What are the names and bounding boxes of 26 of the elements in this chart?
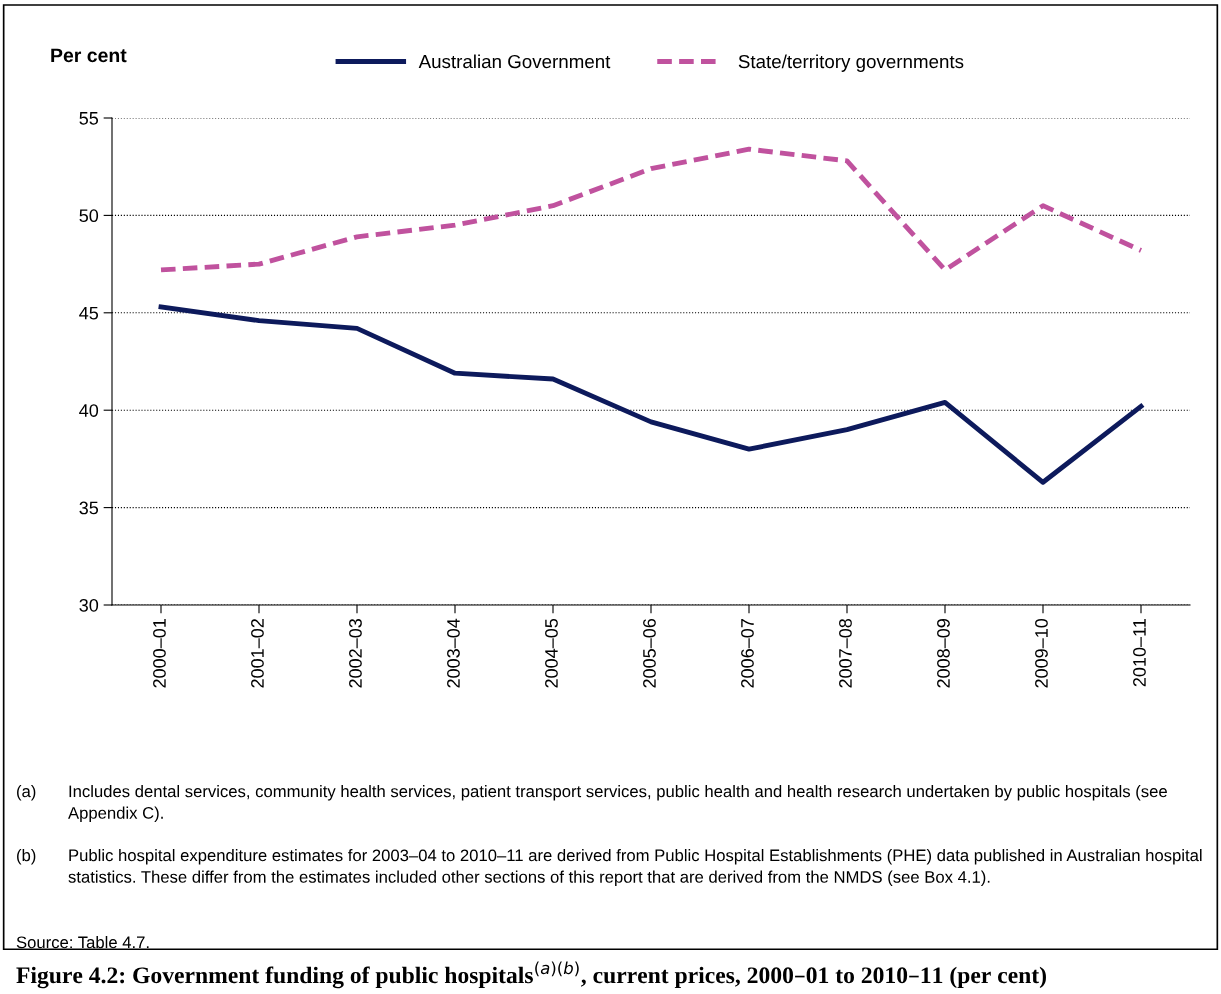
x-tick-label: 2003–04	[447, 618, 460, 688]
y-axis-title: Per cent	[51, 48, 127, 63]
line-series	[158, 304, 1144, 485]
line-series	[158, 146, 1144, 273]
x-tick-label: 2008–09	[937, 619, 950, 688]
y-tick-label: 50	[79, 209, 99, 223]
text: Figure 4.2: Government funding of public hospitals$^{(a)(b)}$, current prices, 2000–01 to 2010–11 (per cent)	[16, 961, 1046, 989]
x-tick-label: 2006–07	[741, 619, 754, 688]
y-tick-label: 45	[79, 306, 99, 320]
legend-label: Australian Government	[418, 54, 611, 69]
text: (b) Public hospital expenditure estimates for 2003–04 to 2010–11 are derived from Public Hospital Establishments (PHE) data published in Australian hospital statistics. These differ from the estimates included other sections of this report that are derived from the NMDS (see Box 4.1).	[17, 849, 1202, 887]
y-tick-label: 55	[79, 112, 99, 125]
x-tick-label: 2007–08	[839, 618, 852, 688]
source-note: Source: Table 4.7.	[16, 936, 149, 949]
x-tick-label: 2001–02	[251, 619, 264, 688]
x-tick-label: 2002–03	[349, 618, 362, 688]
x-tick-label: 2004–05	[545, 618, 558, 688]
text: (a) Includes dental services, community health services, patient transport services, public health and health research undertaken by public hospitals (see Appendix C).	[17, 785, 1167, 823]
legend-label: State/territory governments	[738, 54, 964, 72]
x-tick-label: 2005–06	[643, 618, 656, 688]
x-tick-label: 2000–01	[153, 619, 166, 688]
x-tick-label: 2010–11	[1133, 619, 1146, 687]
y-tick-label: 30	[79, 598, 99, 612]
y-tick-label: 40	[79, 404, 99, 417]
y-tick-label: 35	[79, 501, 99, 515]
x-tick-label: 2009–10	[1035, 618, 1048, 688]
